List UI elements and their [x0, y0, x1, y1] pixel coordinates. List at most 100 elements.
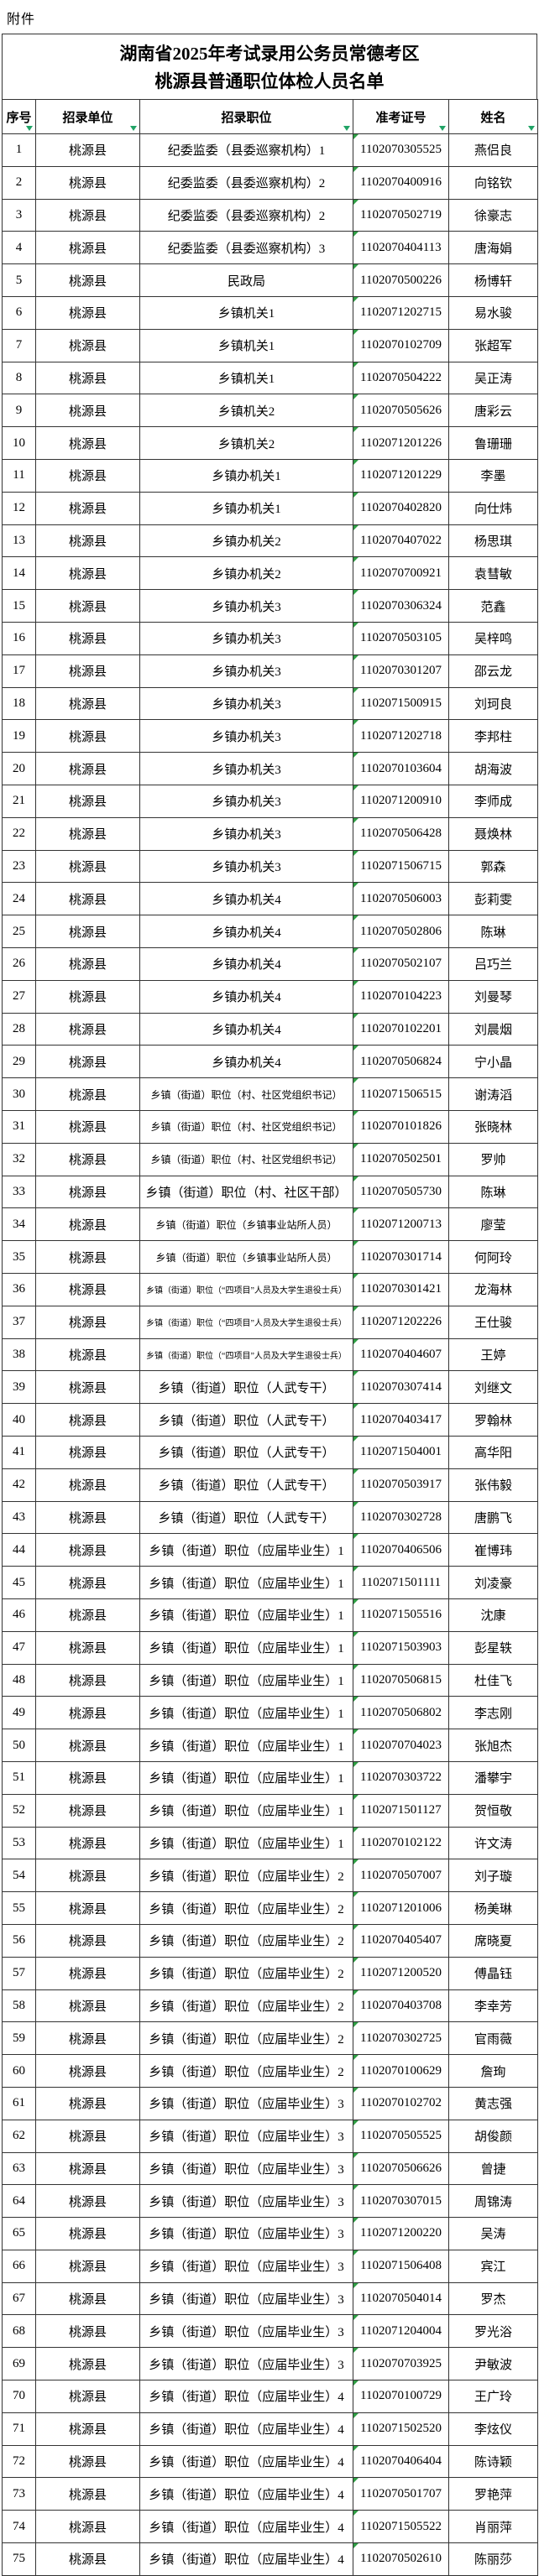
cell-index: 4: [2, 231, 36, 265]
cell-name: 王仕骏: [448, 1305, 538, 1339]
cell-unit: 桃源县: [35, 459, 140, 493]
cell-unit: 桃源县: [35, 1175, 140, 1209]
cell-unit: 桃源县: [35, 589, 140, 623]
cell-position: 纪委监委（县委巡察机构）2: [139, 165, 353, 200]
table-row: 40 桃源县 乡镇（街道）职位（人武专干） 1102070403417 罗翰林: [2, 1403, 538, 1437]
text-format-corner-indicator: [353, 2283, 358, 2288]
text-format-corner-indicator: [353, 557, 358, 563]
filter-arrow-icon[interactable]: [130, 126, 137, 132]
text-format-corner-indicator: [353, 427, 358, 433]
cell-position: 乡镇（街道）职位（应届毕业生）3: [139, 2281, 353, 2316]
cell-name: 廖莹: [448, 1207, 538, 1242]
cell-ticket: 1102070501707: [353, 2477, 449, 2511]
text-format-corner-indicator: [353, 623, 358, 628]
cell-index: 23: [2, 849, 36, 884]
cell-name: 李幸芳: [448, 1989, 538, 2023]
cell-unit: 桃源县: [35, 1403, 140, 1437]
cell-unit: 桃源县: [35, 296, 140, 330]
cell-position: 乡镇办机关3: [139, 719, 353, 754]
cell-name: 鲁珊珊: [448, 426, 538, 461]
text-format-corner-indicator: [353, 655, 358, 660]
text-format-corner-indicator: [353, 525, 358, 530]
cell-index: 66: [2, 2249, 36, 2283]
cell-position: 乡镇（街道）职位（应届毕业生）1: [139, 1696, 353, 1730]
cell-unit: 桃源县: [35, 1370, 140, 1405]
table-row: 58 桃源县 乡镇（街道）职位（应届毕业生）2 1102070403708 李幸芳: [2, 1989, 538, 2023]
cell-index: 29: [2, 1045, 36, 1079]
cell-unit: 桃源县: [35, 1500, 140, 1535]
cell-name: 李炫仪: [448, 2412, 538, 2446]
cell-unit: 桃源县: [35, 1598, 140, 1632]
cell-position: 乡镇（街道）职位（人武专干）: [139, 1435, 353, 1469]
text-format-corner-indicator: [353, 1990, 358, 1995]
cell-position: 乡镇（街道）职位（应届毕业生）3: [139, 2314, 353, 2349]
cell-position: 乡镇（街道）职位（应届毕业生）4: [139, 2542, 353, 2576]
cell-name: 陈诗颖: [448, 2444, 538, 2479]
cell-index: 9: [2, 394, 36, 428]
cell-index: 56: [2, 1923, 36, 1958]
cell-index: 67: [2, 2281, 36, 2316]
text-format-corner-indicator: [353, 590, 358, 596]
cell-ticket: 1102071201006: [353, 1891, 449, 1925]
table-row: 44 桃源县 乡镇（街道）职位（应届毕业生）1 1102070406506 崔博玮: [2, 1533, 538, 1567]
cell-ticket: 1102070307015: [353, 2184, 449, 2219]
cell-ticket: 1102070402820: [353, 491, 449, 525]
cell-name: 杨思琪: [448, 524, 538, 558]
cell-name: 张旭杰: [448, 1729, 538, 1762]
cell-ticket: 1102071202226: [353, 1305, 449, 1339]
cell-position: 乡镇（街道）职位（应届毕业生）3: [139, 2184, 353, 2219]
cell-index: 51: [2, 1760, 36, 1795]
cell-unit: 桃源县: [35, 1468, 140, 1502]
cell-index: 16: [2, 622, 36, 655]
text-format-corner-indicator: [353, 1437, 358, 1442]
table-row: 36 桃源县 乡镇（街道）职位（“四项目”人员及大学生退役士兵） 1102070301…: [2, 1272, 538, 1306]
table-row: 73 桃源县 乡镇（街道）职位（应届毕业生）4 1102070501707 罗艳萍: [2, 2477, 538, 2511]
filter-arrow-icon[interactable]: [528, 126, 535, 132]
table-row: 63 桃源县 乡镇（街道）职位（应届毕业生）3 1102070506626 曾捷: [2, 2151, 538, 2186]
table-row: 72 桃源县 乡镇（街道）职位（应届毕业生）4 1102070406404 陈诗颖: [2, 2444, 538, 2479]
table-row: 53 桃源县 乡镇（街道）职位（应届毕业生）1 1102070102122 许文涛: [2, 1826, 538, 1860]
cell-position: 乡镇（街道）职位（应届毕业生）3: [139, 2086, 353, 2120]
text-format-corner-indicator: [353, 1762, 358, 1767]
cell-position: 乡镇（街道）职位（应届毕业生）1: [139, 1566, 353, 1599]
table-row: 71 桃源县 乡镇（街道）职位（应届毕业生）4 1102071502520 李炫仪: [2, 2412, 538, 2446]
cell-unit: 桃源县: [35, 1989, 140, 2023]
text-format-corner-indicator: [353, 1534, 358, 1540]
cell-ticket: 1102070504014: [353, 2281, 449, 2316]
cell-ticket: 1102070303722: [353, 1760, 449, 1795]
cell-ticket: 1102071506408: [353, 2249, 449, 2283]
cell-unit: 桃源县: [35, 133, 140, 167]
table-row: 33 桃源县 乡镇（街道）职位（村、社区干部） 1102070505730 陈琳: [2, 1175, 538, 1209]
table-row: 17 桃源县 乡镇办机关3 1102070301207 邵云龙: [2, 654, 538, 688]
text-format-corner-indicator: [353, 851, 358, 856]
table-row: 43 桃源县 乡镇（街道）职位（人武专干） 1102070302728 唐鹏飞: [2, 1500, 538, 1535]
cell-name: 徐豪志: [448, 198, 538, 232]
cell-index: 17: [2, 654, 36, 688]
cell-unit: 桃源县: [35, 849, 140, 884]
cell-position: 乡镇机关1: [139, 296, 353, 330]
cell-ticket: 1102070507007: [353, 1859, 449, 1893]
table-row: 60 桃源县 乡镇（街道）职位（应届毕业生）2 1102070100629 詹珣: [2, 2054, 538, 2088]
cell-index: 58: [2, 1989, 36, 2023]
cell-name: 张晓林: [448, 1110, 538, 1144]
cell-name: 曾捷: [448, 2151, 538, 2186]
cell-ticket: 1102071200713: [353, 1207, 449, 1242]
cell-ticket: 1102070102709: [353, 328, 449, 362]
filter-arrow-icon[interactable]: [439, 126, 446, 132]
cell-unit: 桃源县: [35, 622, 140, 655]
cell-position: 乡镇（街道）职位（应届毕业生）1: [139, 1663, 353, 1697]
cell-unit: 桃源县: [35, 1826, 140, 1860]
cell-index: 40: [2, 1403, 36, 1437]
cell-name: 沈康: [448, 1598, 538, 1632]
filter-arrow-icon[interactable]: [343, 126, 350, 132]
text-format-corner-indicator: [353, 493, 358, 498]
table-row: 35 桃源县 乡镇（街道）职位（乡镇事业站所人员） 1102070301714 何阿玲: [2, 1240, 538, 1274]
text-format-corner-indicator: [353, 720, 358, 726]
text-format-corner-indicator: [353, 2380, 358, 2386]
cell-position: 乡镇（街道）职位（应届毕业生）3: [139, 2217, 353, 2250]
cell-index: 54: [2, 1859, 36, 1893]
cell-unit: 桃源县: [35, 1663, 140, 1697]
filter-arrow-icon[interactable]: [26, 126, 33, 132]
text-format-corner-indicator: [353, 818, 358, 823]
cell-position: 乡镇（街道）职位（应届毕业生）3: [139, 2151, 353, 2186]
